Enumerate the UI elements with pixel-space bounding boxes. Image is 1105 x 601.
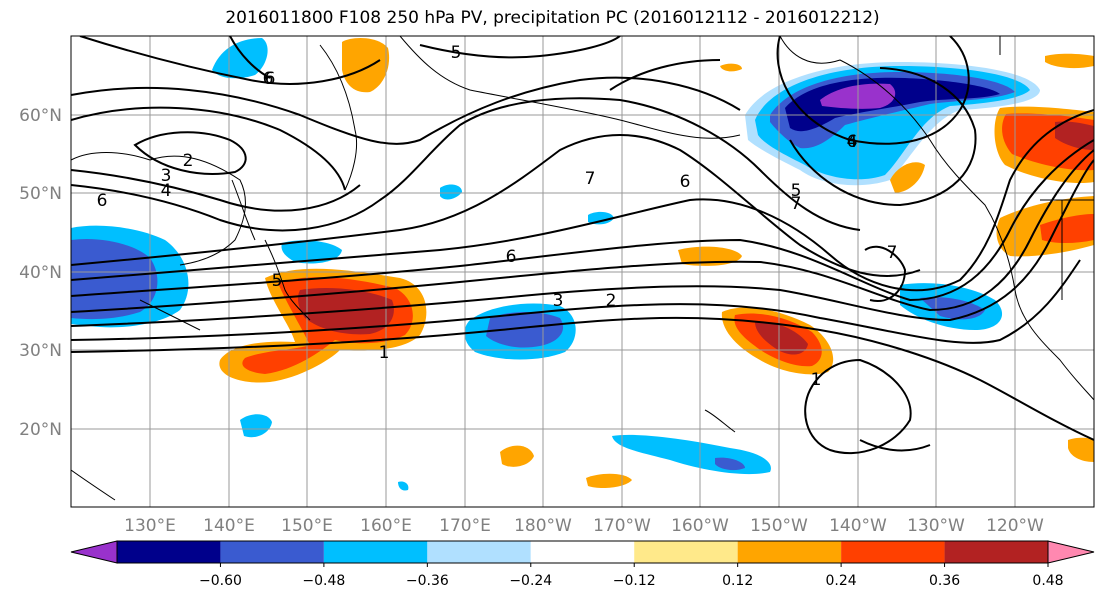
negative-anomaly-small-5: [212, 38, 268, 79]
colorbar-segment: [220, 541, 324, 563]
negative-anomaly-small-1: [281, 240, 342, 264]
positive-anomaly-california-2: [1040, 214, 1094, 243]
colorbar-tick-label: −0.36: [406, 573, 449, 589]
latitude-label: 30°N: [19, 341, 62, 361]
negative-anomaly-small-6: [398, 481, 409, 491]
colorbar: −0.60 −0.48 −0.36 −0.24 −0.12 0.12 0.24 0.36 0.4…: [70, 540, 1095, 589]
contour-label: 7: [887, 243, 898, 263]
colorbar-segment: [841, 541, 945, 563]
positive-anomaly-small-c: [586, 473, 632, 488]
contour-label: 2: [606, 291, 617, 311]
negative-anomaly-small-3: [588, 211, 614, 225]
latitude-label: 20°N: [19, 420, 62, 440]
positive-anomaly-west-coast-3: [1055, 121, 1094, 150]
colorbar-segment: [323, 541, 428, 563]
positive-anomaly-small-e: [890, 162, 925, 193]
pv-contours: [71, 36, 1094, 455]
longitude-label: 160°W: [671, 516, 729, 536]
longitude-labels: 130°E 140°E 150°E 160°E 170°E 180°W 170°W 160°W…: [124, 516, 1044, 536]
positive-anomaly-small-d: [1068, 437, 1094, 462]
colorbar-tick-label: −0.24: [509, 573, 552, 589]
colorbar-extend-max: [1047, 540, 1095, 564]
longitude-label: 180°W: [514, 516, 572, 536]
contour-label: 5: [272, 271, 283, 291]
colorbar-tick-label: 0.48: [1032, 573, 1063, 589]
positive-anomaly-small-g: [1045, 53, 1094, 69]
latitude-label: 60°N: [19, 106, 62, 126]
contour-label: 6: [265, 69, 276, 89]
colorbar-segment: [634, 541, 738, 563]
precipitation-shading: [71, 38, 1094, 491]
colorbar-extend-min: [70, 540, 118, 564]
contour-label: 7: [791, 194, 802, 214]
positive-anomaly-midpac-3: [755, 321, 808, 355]
negative-anomaly-hawaii-2: [715, 457, 745, 471]
contour-label: 7: [585, 169, 596, 189]
longitude-label: 170°E: [439, 516, 491, 536]
contour-label: 6: [847, 132, 858, 152]
graticule: [71, 36, 1094, 507]
contour-label: 6: [263, 69, 274, 89]
negative-anomaly-small-2: [240, 414, 272, 438]
colorbar-tick-label: 0.12: [722, 573, 753, 589]
negative-anomaly-central-2: [486, 312, 564, 348]
longitude-label: 140°E: [203, 516, 255, 536]
longitude-label: 160°E: [360, 516, 412, 536]
contour-label: 1: [379, 343, 390, 363]
contour-label: 6: [680, 172, 691, 192]
colorbar-segment: [737, 541, 842, 563]
colorbar-segment: [117, 541, 221, 563]
contour-label: 5: [791, 181, 802, 201]
colorbar-segment: [427, 541, 531, 563]
contour-label: 3: [161, 166, 172, 186]
negative-anomaly-small-4: [440, 184, 462, 200]
contour-label: 2: [183, 151, 194, 171]
contour-label: 1: [811, 370, 822, 390]
colorbar-tick-label: 0.24: [826, 573, 857, 589]
colorbar-tick-label: −0.48: [302, 573, 345, 589]
longitude-label: 120°W: [986, 516, 1044, 536]
map-title: 2016011800 F108 250 hPa PV, precipitatio…: [225, 8, 880, 28]
longitude-label: 130°E: [124, 516, 176, 536]
colorbar-tick-label: 0.36: [929, 573, 960, 589]
positive-anomaly-north-1: [342, 38, 390, 93]
colorbar-tick-label: −0.60: [199, 573, 242, 589]
longitude-label: 140°W: [829, 516, 887, 536]
longitude-label: 170°W: [593, 516, 651, 536]
contour-label: 4: [847, 132, 858, 152]
longitude-label: 150°W: [750, 516, 808, 536]
contour-label: 6: [97, 191, 108, 211]
colorbar-tick-label: −0.12: [613, 573, 656, 589]
longitude-label: 150°E: [281, 516, 333, 536]
coastlines: [71, 36, 1094, 501]
plot-frame: [70, 35, 1095, 508]
contour-label: 5: [451, 43, 462, 63]
latitude-labels: 60°N 50°N 40°N 30°N 20°N: [19, 106, 62, 440]
longitude-label: 130°W: [907, 516, 965, 536]
contour-label: 3: [553, 291, 564, 311]
positive-anomaly-small-b: [500, 445, 534, 467]
contour-label: 6: [506, 247, 517, 267]
colorbar-segment: [944, 541, 1048, 563]
colorbar-segment: [530, 541, 635, 563]
negative-anomaly-hawaii: [612, 434, 771, 475]
contour-label: 4: [161, 181, 172, 201]
latitude-label: 50°N: [19, 184, 62, 204]
latitude-label: 40°N: [19, 263, 62, 283]
positive-anomaly-small-f: [720, 63, 742, 72]
